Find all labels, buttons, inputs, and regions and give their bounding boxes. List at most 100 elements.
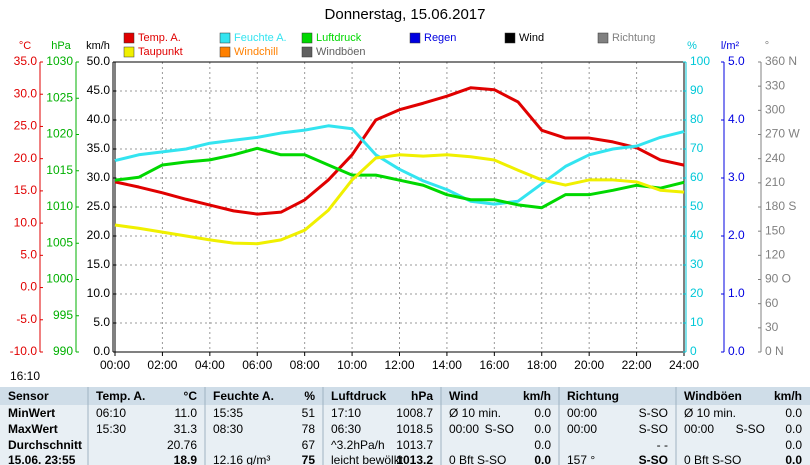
legend-swatch [123,32,135,44]
table-cell: 18.9 [174,453,198,465]
y-tick-label: 5.0 [20,248,37,262]
table-cell: 0.0 [785,422,802,436]
legend-swatch [123,46,135,58]
table-cell: 15:35 [213,406,243,420]
y-tick-label: 5.0 [93,315,110,329]
series-line [114,86,685,216]
y-tick-label: 1015 [46,163,73,177]
y-tick-label: 30.0 [14,86,38,100]
y-tick-label: 1025 [46,90,73,104]
y-tick-label: 180 S [765,199,796,213]
y-tick-label: 40.0 [87,112,111,126]
table-header-unit: km/h [774,389,802,403]
legend-swatch [301,46,313,58]
x-tick-label: 10:00 [337,358,367,372]
y-tick-label: 4.0 [728,112,745,126]
y-tick-label: 15.0 [87,257,111,271]
legend-label: Luftdruck [316,32,362,44]
table-header: Wind [449,389,478,403]
table-header-background [0,387,810,405]
table-cell: 0.0 [534,422,551,436]
table-cell: 0.0 [534,453,551,465]
table-cell: 00:00 [449,422,479,436]
y-tick-label: 0.0 [728,344,745,358]
table-cell: Ø 10 min. [449,406,501,420]
table-cell: 0 Bft S-SO [684,453,741,465]
y-tick-label: 20.0 [87,228,111,242]
table-cell: 00:00 [684,422,714,436]
legend-label: Regen [424,32,456,44]
x-tick-label: 06:00 [242,358,272,372]
table-header-unit: °C [184,389,198,403]
series-line [114,124,685,206]
y-tick-label: 1020 [46,127,73,141]
table-cell: 20.76 [167,438,197,452]
y-tick-label: 20.0 [14,151,38,165]
table-cell: 15:30 [96,422,126,436]
time-annotation: 16:10 [10,369,40,383]
axis-title: km/h [86,40,110,52]
table-row-label: Durchschnitt [8,438,82,452]
x-tick-label: 18:00 [527,358,557,372]
y-tick-label: 10.0 [14,215,38,229]
y-tick-label: 270 W [765,127,800,141]
table-cell: Ø 10 min. [684,406,736,420]
table-header: Windböen [684,389,742,403]
table-cell: 51 [302,406,316,420]
y-tick-label: 50.0 [87,54,111,68]
y-tick-label: 30 [765,320,779,334]
y-tick-label: 150 [765,223,785,237]
table-header-unit: hPa [411,389,433,403]
y-tick-label: 45.0 [87,83,111,97]
table-cell: - - [657,438,668,452]
x-tick-label: 12:00 [384,358,414,372]
table-cell: 12.16 g/m³ [213,453,270,465]
series-line [114,146,685,210]
y-tick-label: 40 [690,228,704,242]
legend-swatch [597,32,609,44]
table-row-label: MaxWert [8,422,58,436]
table-cell: ^3.2hPa/h [331,438,385,452]
table-cell: 1013.2 [396,453,433,465]
y-tick-label: 360 N [765,54,797,68]
table-cell: 00:00 [567,422,597,436]
y-tick-label: 5.0 [728,54,745,68]
y-tick-label: 300 [765,103,785,117]
legend-swatch [219,46,231,58]
table-row-label: 15.06. 23:55 [8,453,76,465]
y-tick-label: -10.0 [10,344,38,358]
chart-title: Donnerstag, 15.06.2017 [325,6,486,23]
table-cell: leicht bewölkt [331,453,404,465]
y-tick-label: 30 [690,257,704,271]
y-tick-label: 60 [765,296,779,310]
axis-title: % [687,40,697,52]
legend-swatch [409,32,421,44]
legend-swatch [219,32,231,44]
table-cell: S-SO [736,422,765,436]
y-tick-label: 990 [53,344,73,358]
table-cell: S-SO [485,422,514,436]
legend-label: Taupunkt [138,46,183,58]
y-tick-label: 80 [690,112,704,126]
table-cell: 78 [302,422,316,436]
legend-swatch [504,32,516,44]
y-tick-label: 0 [690,344,697,358]
y-tick-label: 90 [690,83,704,97]
legend-label: Richtung [612,32,655,44]
y-tick-label: 30.0 [87,170,111,184]
x-tick-label: 20:00 [574,358,604,372]
axis-title: hPa [51,40,71,52]
y-tick-label: 15.0 [14,183,38,197]
y-tick-label: 20 [690,286,704,300]
table-cell: 157 ° [567,453,595,465]
y-tick-label: 35.0 [14,54,38,68]
table-header: Sensor [8,389,49,403]
legend-label: Windchill [234,46,278,58]
y-tick-label: 10.0 [87,286,111,300]
y-tick-label: 1.0 [728,286,745,300]
table-cell: 0 Bft S-SO [449,453,506,465]
table-cell: 00:00 [567,406,597,420]
x-tick-label: 22:00 [622,358,652,372]
x-tick-label: 00:00 [100,358,130,372]
